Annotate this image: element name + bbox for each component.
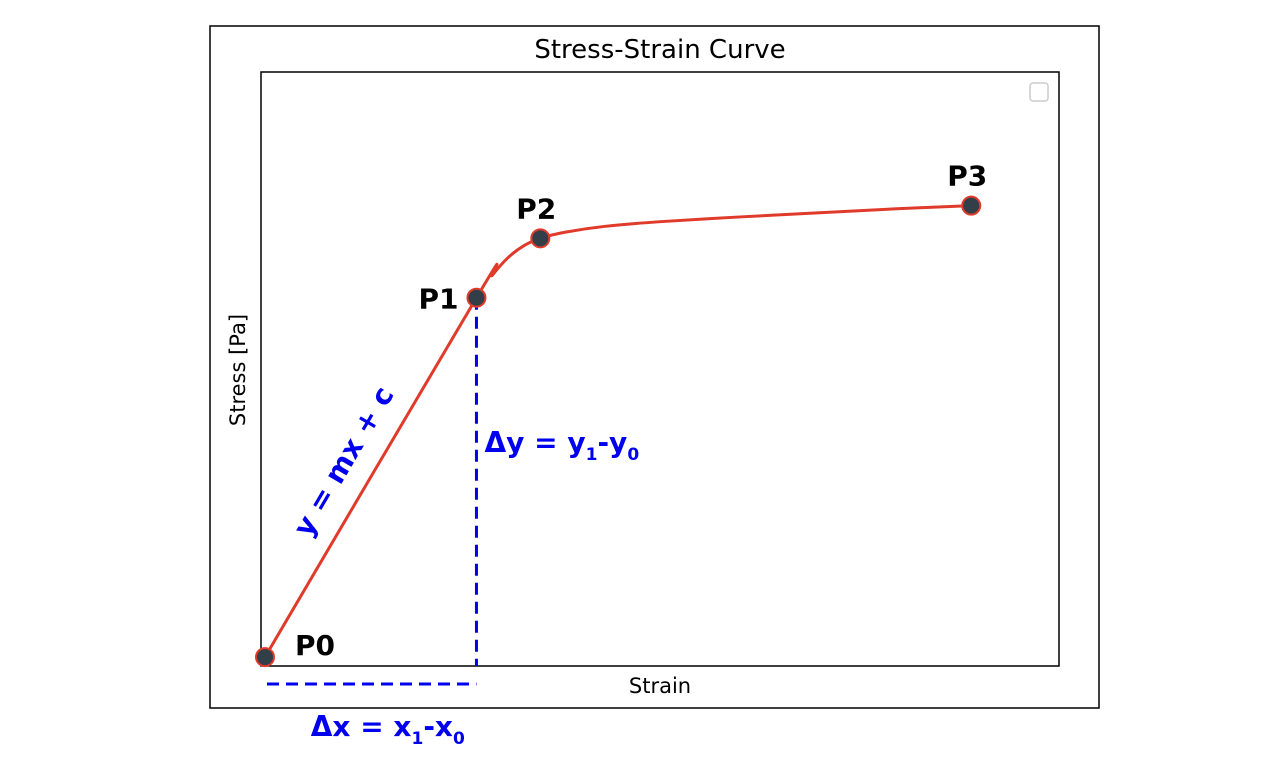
data-point-p3 xyxy=(961,195,982,216)
point-label-p3: P3 xyxy=(947,160,987,193)
data-point-p0 xyxy=(254,647,275,668)
point-label-p0: P0 xyxy=(295,629,335,662)
data-point-p2 xyxy=(530,228,551,249)
x-axis-label: Strain xyxy=(629,674,691,698)
point-labels: P0 P1 P2 P3 xyxy=(295,160,987,662)
legend-box xyxy=(1029,82,1049,102)
data-point-p1 xyxy=(466,287,487,308)
plot-area-border xyxy=(260,71,1060,667)
y-axis-label: Stress [Pa] xyxy=(226,314,250,426)
data-points xyxy=(254,195,982,668)
slope-equation-label: y = mx + c xyxy=(287,381,401,543)
point-label-p1: P1 xyxy=(418,283,458,316)
chart-title: Stress-Strain Curve xyxy=(534,35,785,65)
delta-guides xyxy=(266,297,478,686)
point-label-p2: P2 xyxy=(516,192,556,225)
figure-border xyxy=(209,25,1100,709)
delta-y-label: Δy = y1-y0 xyxy=(484,426,639,465)
delta-x-label: Δx = x1-x0 xyxy=(311,710,465,749)
